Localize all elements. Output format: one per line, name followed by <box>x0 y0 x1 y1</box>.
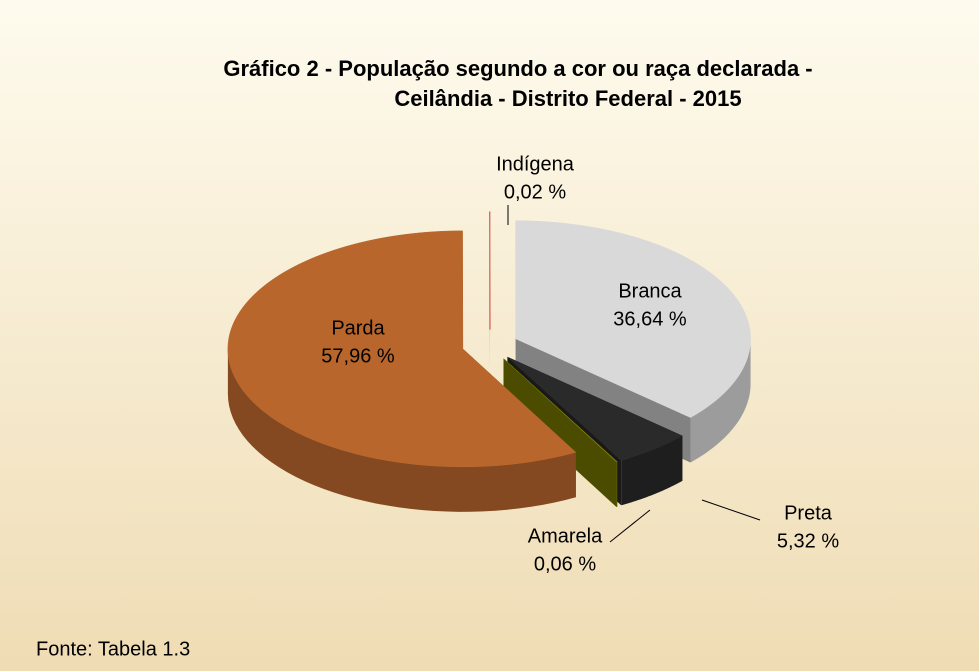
data-label: Parda <box>331 317 385 339</box>
data-label: 36,64 % <box>613 308 687 330</box>
slice <box>503 358 618 463</box>
slice <box>227 230 577 468</box>
data-label: 0,06 % <box>534 553 596 575</box>
pie <box>227 211 751 512</box>
slice-side <box>227 348 576 512</box>
slice-side <box>616 461 618 507</box>
chart-title: Gráfico 2 - População segundo a cor ou r… <box>223 56 812 81</box>
leader-line <box>609 509 651 543</box>
slice-side <box>690 338 751 463</box>
data-label: 5,32 % <box>777 530 839 552</box>
slice-side <box>621 435 683 506</box>
slice <box>507 356 683 461</box>
data-label: Amarela <box>528 525 603 547</box>
data-label: 57,96 % <box>321 345 395 367</box>
slice <box>515 220 751 418</box>
data-label: Indígena <box>496 153 575 175</box>
data-label: 0,02 % <box>504 181 566 203</box>
source-note: Fonte: Tabela 1.3 <box>36 638 190 660</box>
slice-wall <box>503 358 617 507</box>
data-label: Preta <box>784 502 833 524</box>
data-label: Branca <box>618 280 682 302</box>
chart-title: Ceilândia - Distrito Federal - 2015 <box>394 86 741 111</box>
leader-line <box>701 499 761 521</box>
